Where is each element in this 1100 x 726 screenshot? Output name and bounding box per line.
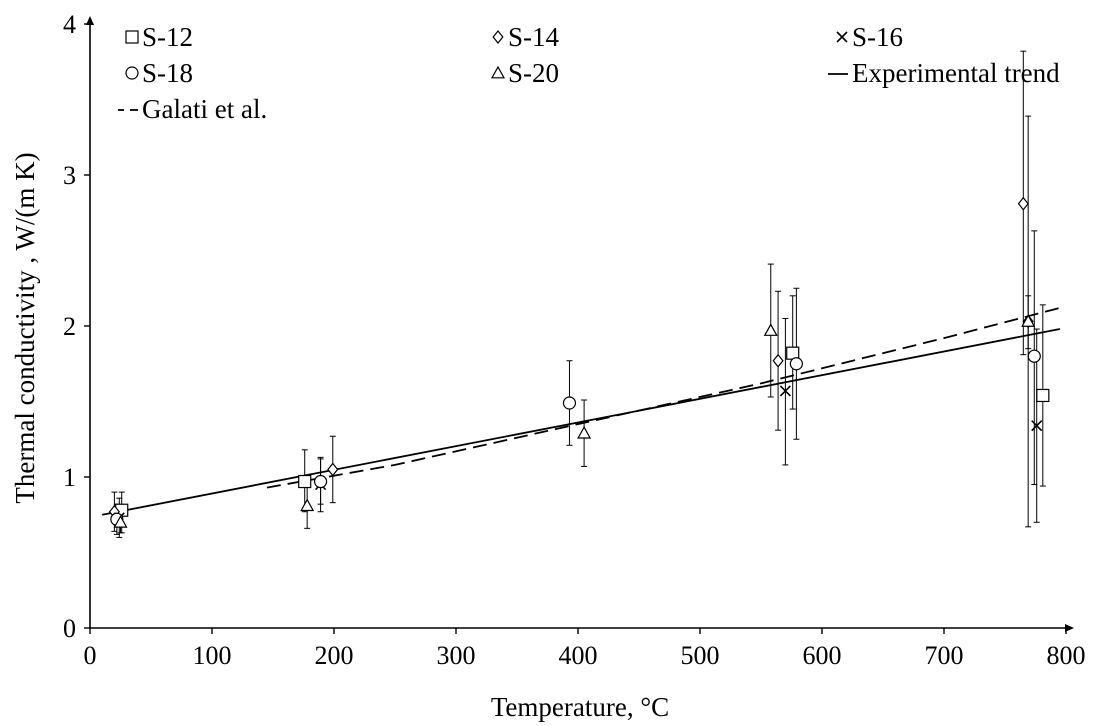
legend-marker-s-20 [490, 65, 506, 79]
point-s-18 [562, 396, 577, 410]
point-s-20 [113, 515, 128, 528]
x-tick-label: 400 [559, 641, 598, 670]
legend-label-s-18: S-18 [142, 58, 193, 88]
y-tick-label: 0 [63, 614, 76, 643]
x-tick-label: 300 [437, 641, 476, 670]
point-s-18 [313, 474, 328, 489]
legend-label-experimental-trend: Experimental trend [852, 58, 1060, 88]
data-markers [108, 196, 1050, 528]
y-axis-arrow [86, 16, 94, 25]
y-tick-label: 1 [63, 463, 76, 492]
point-s-20 [1021, 314, 1036, 327]
experimental-trend-line [102, 328, 1061, 516]
point-s-12 [1036, 388, 1050, 403]
trend-lines [102, 307, 1061, 516]
legend-label-s-14: S-14 [508, 22, 560, 52]
legend-label-s-12: S-12 [142, 22, 193, 52]
point-s-14 [772, 353, 784, 368]
galati-line [266, 307, 1061, 489]
legend-label-s-20: S-20 [508, 58, 559, 88]
legend-marker-s-14 [492, 30, 504, 44]
x-tick-label: 600 [803, 641, 842, 670]
x-axis-label: Temperature, °C [491, 692, 669, 722]
point-s-12 [298, 474, 312, 489]
legend-marker-s-16 [836, 31, 848, 43]
x-tick-label: 700 [925, 641, 964, 670]
point-s-14 [327, 462, 339, 477]
legend-marker-s-18 [125, 66, 139, 80]
x-axis-arrow [1065, 624, 1074, 632]
point-s-18 [789, 357, 803, 371]
point-s-14 [1017, 196, 1029, 211]
point-s-18 [1027, 349, 1041, 363]
y-axis-label: Thermal conductivity , W/(m K) [10, 152, 40, 503]
point-s-20 [763, 323, 778, 336]
point-s-20 [300, 498, 315, 512]
x-tick-label: 0 [84, 641, 97, 670]
x-tick-label: 800 [1047, 641, 1086, 670]
legend-label-galati-et-al: Galati et al. [142, 94, 267, 124]
legend-marker-s-12 [125, 30, 139, 44]
error-bars [111, 50, 1046, 538]
x-tick-label: 200 [315, 641, 354, 670]
y-tick-label: 3 [63, 161, 76, 190]
point-s-16 [779, 385, 791, 397]
x-tick-label: 500 [681, 641, 720, 670]
axes: 0 100 200 300 400 500 600 700 800 0 1 2 3 4 [63, 10, 1086, 670]
legend: S-12 S-14 S-16 S-18 S-20 Experimental trend Ga… [118, 22, 1060, 124]
point-s-20 [577, 425, 592, 439]
legend-label-s-16: S-16 [852, 22, 903, 52]
x-tick-label: 100 [193, 641, 232, 670]
point-s-16 [1031, 420, 1043, 432]
y-tick-label: 2 [63, 312, 76, 341]
y-tick-label: 4 [63, 10, 76, 39]
